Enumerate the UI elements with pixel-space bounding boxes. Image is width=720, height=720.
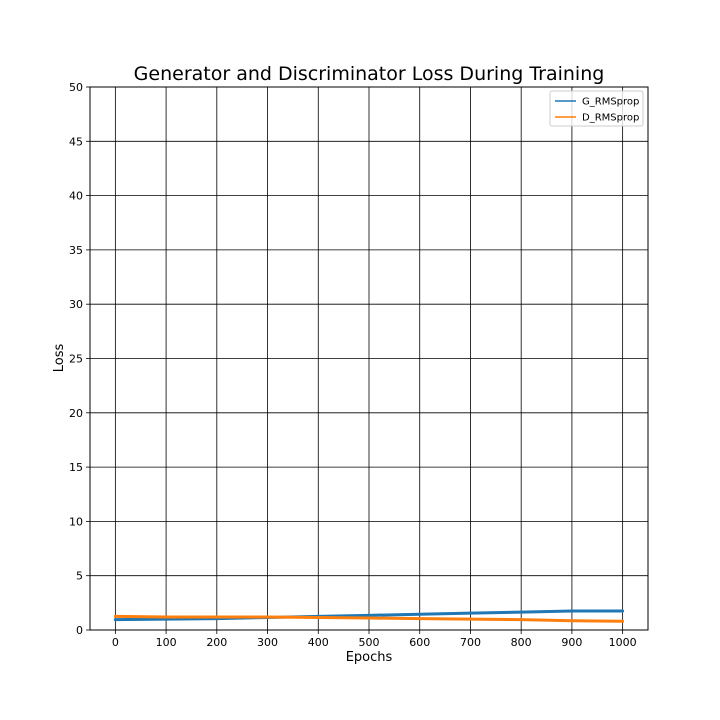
series-line-g-rmsprop bbox=[113, 609, 625, 622]
x-tick-label: 700 bbox=[460, 636, 481, 649]
legend-label: D_RMSprop bbox=[582, 113, 639, 124]
y-tick-label: 0 bbox=[76, 624, 83, 637]
x-tick-label: 200 bbox=[206, 636, 227, 649]
y-tick-label: 25 bbox=[69, 353, 83, 366]
x-tick-label: 600 bbox=[409, 636, 430, 649]
y-tick-label: 10 bbox=[69, 515, 83, 528]
y-tick-label: 30 bbox=[69, 298, 83, 311]
x-tick-label: 400 bbox=[308, 636, 329, 649]
y-tick-label: 20 bbox=[69, 407, 83, 420]
axis-ticks: 0 100 200 300 400 500 600 700 800 900 1000 0 5 10 15 20… bbox=[69, 81, 637, 649]
y-tick-label: 35 bbox=[69, 244, 83, 257]
legend-label: G_RMSprop bbox=[582, 97, 639, 108]
x-tick-label: 800 bbox=[511, 636, 532, 649]
x-axis-label: Epochs bbox=[346, 650, 393, 665]
series-lines bbox=[113, 609, 625, 623]
y-tick-label: 40 bbox=[69, 190, 83, 203]
grid-lines bbox=[90, 86, 648, 631]
x-tick-label: 0 bbox=[112, 636, 119, 649]
x-tick-label: 500 bbox=[359, 636, 380, 649]
x-tick-label: 300 bbox=[257, 636, 278, 649]
series-line-d-rmsprop bbox=[113, 614, 625, 623]
chart-title: Generator and Discriminator Loss During … bbox=[134, 63, 605, 85]
x-tick-label: 1000 bbox=[609, 636, 637, 649]
y-tick-label: 5 bbox=[76, 570, 83, 583]
x-tick-label: 100 bbox=[156, 636, 177, 649]
y-tick-label: 45 bbox=[69, 135, 83, 148]
y-tick-label: 15 bbox=[69, 461, 83, 474]
y-tick-label: 50 bbox=[69, 81, 83, 94]
x-tick-label: 900 bbox=[561, 636, 582, 649]
legend: G_RMSprop D_RMSprop bbox=[549, 90, 644, 127]
y-axis-label: Loss bbox=[52, 344, 67, 373]
